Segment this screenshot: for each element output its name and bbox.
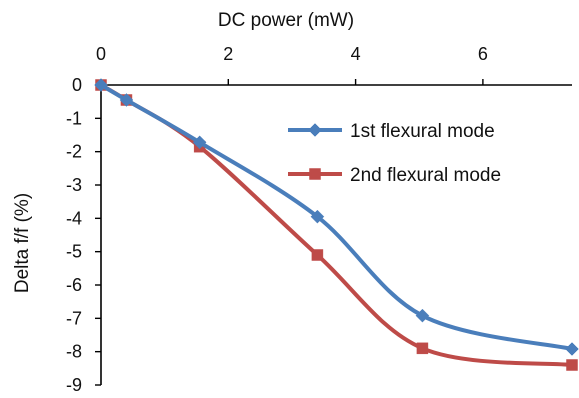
x-tick-label-0: 0 [96,44,106,64]
series-2-point-5 [566,359,578,371]
series-layer [94,78,579,371]
series-1-point-4 [415,308,430,323]
series-2-point-4 [416,342,429,355]
legend-item-1: 1st flexural mode [288,121,495,142]
legend-swatch-marker-1 [308,123,322,137]
y-tick-label-7: -7 [66,308,82,328]
x-tick-label-3: 6 [478,44,488,64]
series-1-point-5 [565,342,579,356]
series-1-point-0 [94,78,108,92]
y-tick-label-5: -5 [66,242,82,262]
axes-layer: 0 2 4 6 0 -1 -2 -3 -4 -5 -6 -7 -8 -9 [66,44,572,395]
series-1-point-2 [192,135,207,150]
x-tick-label-1: 2 [223,44,233,64]
y-tick-label-0: 0 [72,75,82,95]
legend-label-2: 2nd flexural mode [350,165,501,186]
legend: 1st flexural mode 2nd flexural mode [288,121,501,186]
y-tick-label-4: -4 [66,208,82,228]
legend-swatch-marker-2 [309,168,321,180]
y-tick-label-2: -2 [66,142,82,162]
x-axis-title: DC power (mW) [218,10,354,31]
series-1-line [99,83,574,351]
x-tick-label-2: 4 [351,44,361,64]
y-tick-label-8: -8 [66,342,82,362]
series-1 [94,78,579,356]
y-tick-label-3: -3 [66,175,82,195]
y-tick-label-1: -1 [66,108,82,128]
y-tick-label-9: -9 [66,375,82,395]
legend-item-2: 2nd flexural mode [288,165,501,186]
legend-label-1: 1st flexural mode [350,121,495,142]
y-tick-label-6: -6 [66,275,82,295]
series-1-point-1 [119,93,134,107]
y-axis-title: Delta f/f (%) [12,193,33,293]
series-1-point-3 [310,209,325,224]
series-2-point-3 [311,249,324,261]
